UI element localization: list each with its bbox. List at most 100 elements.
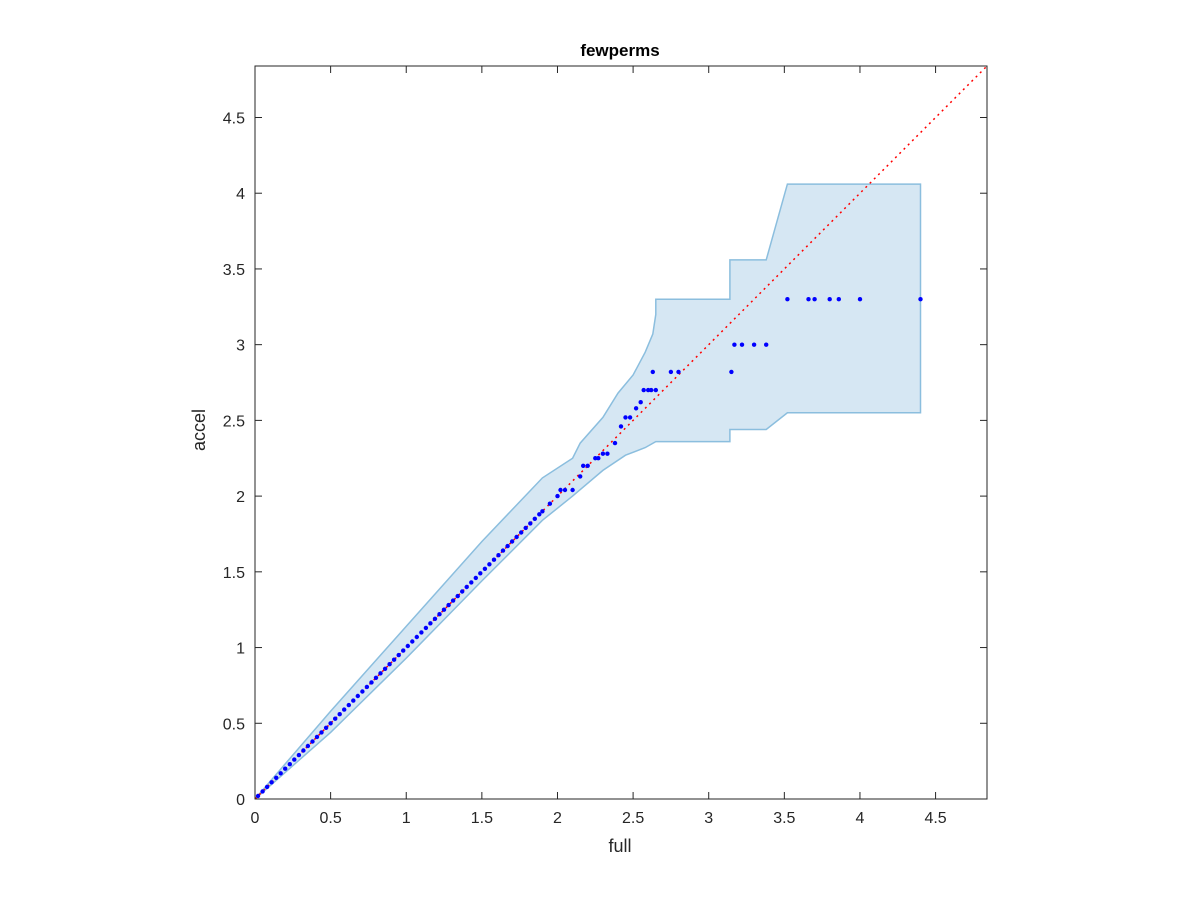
data-point — [570, 487, 575, 493]
data-point — [739, 342, 745, 347]
data-point — [323, 725, 329, 730]
data-point — [514, 534, 519, 540]
data-point — [618, 424, 624, 429]
data-point — [487, 562, 492, 567]
data-point — [283, 766, 288, 771]
data-point — [785, 297, 790, 302]
data-point — [532, 516, 537, 521]
data-point — [676, 369, 681, 375]
data-point — [764, 342, 769, 347]
data-point — [612, 440, 618, 446]
y-tick-label: 1 — [236, 641, 245, 658]
data-point — [342, 707, 347, 712]
y-tick-label: 0.5 — [223, 716, 245, 733]
data-point — [827, 297, 832, 302]
data-point — [314, 734, 320, 740]
x-tick-label: 3.5 — [773, 810, 795, 827]
data-point — [391, 657, 397, 662]
y-tick-label: 3.5 — [223, 262, 245, 279]
data-point — [255, 793, 261, 799]
data-point — [918, 297, 923, 302]
data-point — [836, 297, 841, 302]
y-tick-label: 4.5 — [223, 110, 245, 127]
data-point — [633, 406, 639, 411]
x-tick-label: 0.5 — [319, 810, 341, 827]
y-tick-label: 2.5 — [223, 413, 245, 430]
data-point — [585, 463, 590, 468]
x-tick-label: 0 — [251, 810, 260, 827]
data-point — [296, 752, 302, 758]
y-axis-ticks: 0 0.5 1 1.5 2 2.5 3 3.5 4 4.5 — [223, 110, 987, 809]
data-point — [649, 387, 654, 393]
data-point — [310, 739, 315, 744]
data-point — [491, 557, 497, 562]
data-point — [337, 712, 342, 717]
data-point — [369, 680, 374, 685]
reference-line — [254, 65, 988, 800]
data-point — [305, 743, 311, 749]
data-point — [558, 487, 563, 493]
data-point — [373, 675, 379, 680]
data-point — [555, 493, 560, 499]
data-point — [482, 566, 488, 571]
data-point — [751, 342, 757, 347]
data-point — [414, 634, 419, 640]
data-point — [455, 593, 460, 599]
data-point — [812, 297, 817, 302]
x-tick-label: 4.5 — [924, 810, 946, 827]
data-point — [478, 571, 483, 576]
data-point — [473, 575, 478, 581]
data-point — [500, 548, 506, 553]
x-tick-label: 1.5 — [471, 810, 493, 827]
data-point — [623, 415, 628, 420]
plot-area — [254, 65, 988, 800]
data-point — [650, 369, 655, 375]
data-point — [301, 748, 306, 753]
data-point — [378, 671, 383, 676]
data-point — [333, 716, 338, 721]
x-axis-label: full — [608, 836, 631, 856]
data-point — [419, 630, 424, 635]
confidence-band — [254, 183, 922, 800]
data-point — [537, 512, 542, 517]
data-point — [264, 784, 270, 790]
data-point — [450, 598, 456, 603]
data-point — [355, 693, 360, 699]
data-point — [387, 662, 392, 667]
data-point — [360, 689, 365, 694]
data-point — [562, 487, 568, 493]
x-tick-label: 4 — [856, 810, 865, 827]
data-point — [627, 415, 633, 420]
data-point — [641, 387, 646, 393]
data-point — [668, 369, 674, 375]
y-axis-label: accel — [189, 409, 209, 451]
data-point — [351, 698, 356, 703]
x-tick-label: 3 — [704, 810, 713, 827]
data-point — [441, 607, 447, 612]
x-tick-label: 1 — [402, 810, 411, 827]
data-point — [600, 451, 606, 456]
data-point — [260, 789, 265, 794]
data-point — [509, 539, 515, 544]
data-point — [464, 584, 469, 590]
data-point — [857, 297, 863, 302]
data-point — [428, 621, 433, 626]
data-point — [446, 602, 451, 608]
y-tick-label: 1.5 — [223, 565, 245, 582]
x-tick-label: 2 — [553, 810, 562, 827]
data-point — [287, 762, 292, 767]
data-point — [581, 463, 586, 468]
data-point — [328, 721, 333, 726]
y-tick-label: 2 — [236, 489, 245, 506]
chart-title: fewperms — [580, 41, 659, 60]
data-point — [432, 616, 438, 621]
data-point — [732, 342, 737, 347]
data-point — [319, 730, 324, 735]
data-point — [605, 451, 610, 456]
data-point — [540, 509, 545, 514]
data-point — [729, 369, 734, 375]
y-tick-label: 0 — [236, 792, 245, 809]
data-point — [638, 400, 643, 405]
data-point — [519, 530, 524, 535]
